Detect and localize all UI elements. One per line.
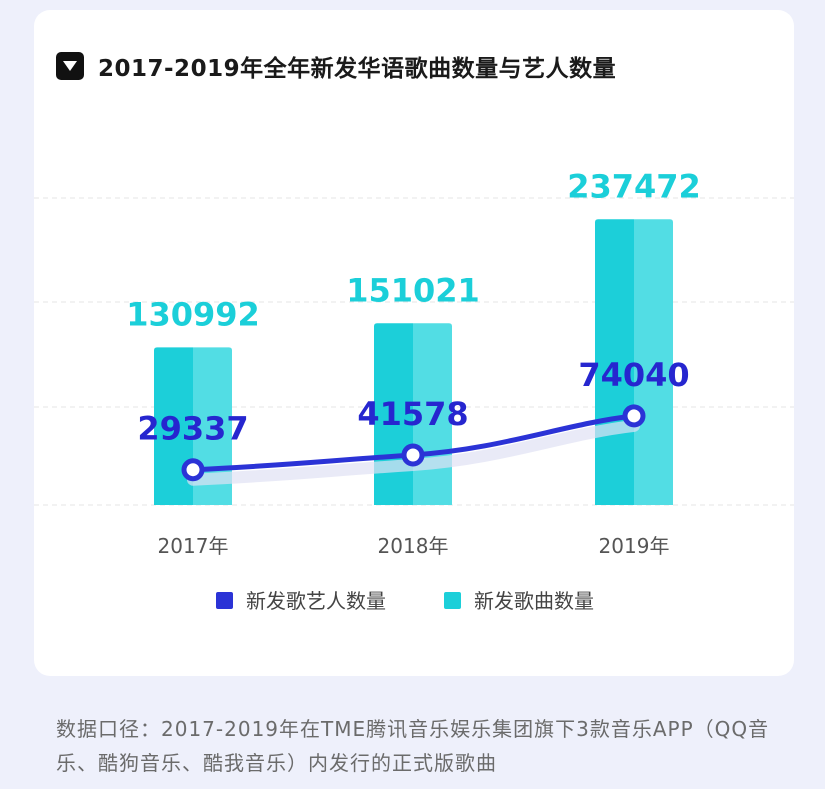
bar-value-label: 237472	[567, 167, 701, 205]
legend-swatch-songs	[444, 592, 461, 609]
legend-swatch-artists	[216, 592, 233, 609]
x-tick-label: 2017年	[158, 534, 229, 558]
x-tick-label: 2019年	[599, 534, 670, 558]
chart-title: 2017-2019年全年新发华语歌曲数量与艺人数量	[98, 56, 617, 82]
line-value-label: 41578	[357, 395, 468, 433]
line-value-label: 74040	[578, 356, 689, 394]
line-point-1	[401, 443, 425, 467]
triangle-down-icon	[56, 52, 84, 80]
data-source-note: 数据口径：2017-2019年在TME腾讯音乐娱乐集团旗下3款音乐APP（QQ音…	[56, 717, 770, 775]
line-value-label: 29337	[137, 410, 248, 448]
legend-label-songs: 新发歌曲数量	[474, 589, 594, 613]
x-tick-label: 2018年	[378, 534, 449, 558]
bar-value-label: 130992	[126, 295, 260, 333]
legend-label-artists: 新发歌艺人数量	[246, 589, 386, 613]
bar-value-label: 151021	[346, 271, 480, 309]
bar-highlight-2	[634, 219, 673, 505]
line-point-0	[181, 458, 205, 482]
line-point-2	[622, 404, 646, 428]
chart-title-row: 2017-2019年全年新发华语歌曲数量与艺人数量	[56, 46, 616, 86]
